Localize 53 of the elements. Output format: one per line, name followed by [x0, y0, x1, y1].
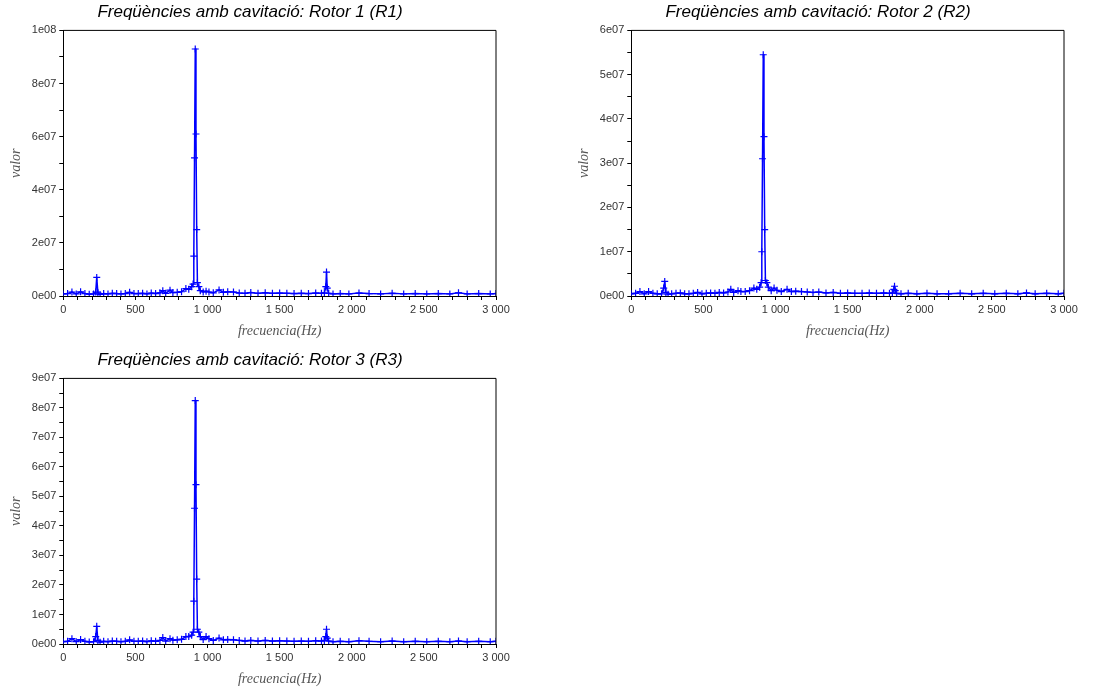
y-axis-title: valor — [8, 495, 24, 526]
x-tick-label: 500 — [694, 302, 713, 315]
y-tick-label: 4e07 — [599, 111, 625, 124]
x-tick-label: 3 000 — [1050, 302, 1078, 315]
x-tick-label: 1 000 — [761, 302, 790, 315]
y-tick-label: 4e07 — [31, 182, 57, 195]
y-tick-label: 5e07 — [31, 489, 57, 502]
y-tick-label: 1e07 — [599, 244, 625, 257]
y-tick-label: 4e07 — [31, 518, 57, 531]
x-tick-label: 500 — [126, 302, 145, 315]
y-tick-label: 2e07 — [31, 578, 57, 591]
x-tick-label: 2 500 — [410, 650, 438, 663]
x-tick-label: 2 500 — [410, 302, 438, 315]
x-axis-title: frecuencia(Hz) — [237, 323, 322, 340]
x-tick-label: 3 000 — [482, 302, 510, 315]
y-tick-label: 7e07 — [31, 430, 57, 443]
y-tick-label: 2e07 — [31, 235, 57, 248]
y-tick-label: 6e07 — [31, 459, 57, 472]
y-tick-label: 2e07 — [599, 200, 625, 213]
x-tick-label: 2 000 — [337, 302, 366, 315]
x-tick-label: 1 000 — [193, 650, 222, 663]
y-tick-label: 3e07 — [31, 548, 57, 561]
y-tick-label: 0e00 — [31, 289, 57, 302]
x-tick-label: 2 000 — [337, 650, 366, 663]
x-tick-label: 2 000 — [905, 302, 934, 315]
y-tick-label: 8e07 — [31, 400, 57, 413]
x-tick-label: 1 000 — [193, 302, 222, 315]
y-tick-label: 6e07 — [599, 23, 625, 36]
x-tick-label: 1 500 — [833, 302, 862, 315]
x-tick-label: 3 000 — [482, 650, 510, 663]
y-tick-label: 8e07 — [31, 76, 57, 89]
y-tick-label: 6e07 — [31, 129, 57, 142]
y-tick-label: 0e00 — [31, 637, 57, 650]
y-axis-title: valor — [8, 147, 24, 178]
y-tick-label: 1e08 — [31, 23, 57, 36]
x-tick-label: 0 — [628, 302, 635, 315]
y-tick-label: 9e07 — [31, 371, 57, 384]
y-tick-label: 0e00 — [599, 289, 625, 302]
y-tick-label: 3e07 — [599, 156, 625, 169]
y-tick-label: 5e07 — [599, 67, 625, 80]
chart-title: Freqüències amb cavitació: Rotor 3 (R3) — [97, 349, 403, 369]
x-tick-label: 1 500 — [265, 302, 294, 315]
x-axis-title: frecuencia(Hz) — [237, 671, 322, 688]
chart-title: Freqüències amb cavitació: Rotor 1 (R1) — [97, 1, 403, 21]
x-tick-label: 1 500 — [265, 650, 294, 663]
x-axis-title: frecuencia(Hz) — [805, 323, 890, 340]
x-tick-label: 0 — [60, 650, 67, 663]
x-tick-label: 0 — [60, 302, 67, 315]
x-tick-label: 500 — [126, 650, 145, 663]
chart-title: Freqüències amb cavitació: Rotor 2 (R2) — [665, 1, 971, 21]
y-tick-label: 1e07 — [31, 607, 57, 620]
y-axis-title: valor — [576, 147, 592, 178]
x-tick-label: 2 500 — [978, 302, 1006, 315]
